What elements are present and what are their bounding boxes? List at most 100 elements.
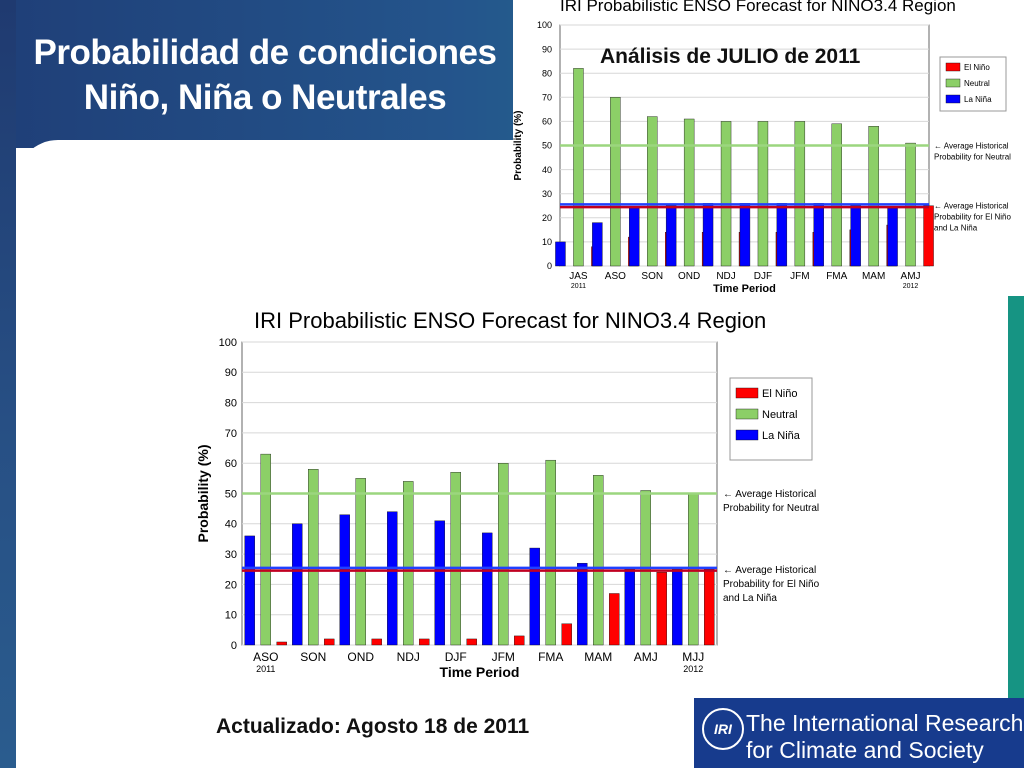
july-forecast-chart-panel: IRI Probabilistic ENSO Forecast for NINO… <box>513 0 1024 296</box>
july-y-tick-label: 10 <box>542 237 552 247</box>
july-year-label: 2011 <box>571 283 586 290</box>
aug-y-tick-label: 100 <box>219 337 237 349</box>
aug-neutral-bar <box>498 462 509 646</box>
aug-y-tick-label: 20 <box>225 579 237 591</box>
july-y-tick-label: 70 <box>542 92 552 102</box>
july-neutral-bar <box>573 68 584 267</box>
aug-neutral-bar <box>688 493 699 646</box>
july-y-tick-label: 20 <box>542 213 552 223</box>
aug-enso-reference-label: Probability for El Niño <box>723 579 820 590</box>
aug-legend-swatch <box>735 429 759 441</box>
aug-y-axis-label: Probability (%) <box>195 444 211 542</box>
aug-la-nina-bar <box>624 569 635 646</box>
july-la-nina-bar <box>592 222 603 267</box>
july-la-nina-bar <box>776 203 788 267</box>
aug-neutral-bar <box>355 478 366 646</box>
july-la-nina-bar <box>665 205 677 267</box>
aug-neutral-bar <box>260 453 271 646</box>
july-neutral-bar <box>868 126 879 267</box>
july-enso-reference-label: and La Niña <box>934 224 978 233</box>
july-x-tick-label: JAS <box>569 271 588 282</box>
aug-enso-reference-label: ← Average Historical <box>723 565 816 576</box>
july-la-nina-bar <box>739 203 751 267</box>
july-forecast-chart: 0 10 20 30 40 50 60 70 80 90 100 JAS ASO SON OND NDJ DJF… <box>513 20 1011 295</box>
aug-el-nino-bar <box>324 638 335 646</box>
iri-logo-line-2: for Climate and Society <box>746 737 984 763</box>
aug-y-tick-label: 30 <box>225 549 237 561</box>
july-y-axis-label: Probability (%) <box>513 110 524 180</box>
july-legend-entry: La Niña <box>964 95 992 104</box>
aug-la-nina-bar <box>672 569 683 646</box>
aug-el-nino-bar <box>371 638 382 646</box>
aug-legend-swatch <box>735 387 759 399</box>
aug-x-tick-label: FMA <box>538 650 563 664</box>
iri-logo: IRI The International Research Institute… <box>694 698 1024 768</box>
july-neutral-bar <box>683 118 695 267</box>
aug-la-nina-bar <box>339 514 350 646</box>
aug-neutral-bar <box>450 472 461 646</box>
analysis-label: Análisis de JULIO de 2011 <box>600 45 861 68</box>
july-la-nina-bar <box>629 207 640 267</box>
july-x-tick-label: MAM <box>862 271 885 282</box>
aug-year-label: 2012 <box>683 664 703 674</box>
aug-la-nina-bar <box>577 562 588 646</box>
aug-y-tick-label: 40 <box>225 519 237 531</box>
july-enso-reference-label: ← Average Historical <box>934 202 1009 211</box>
slide-title-line-1: Probabilidad de condiciones <box>33 33 497 72</box>
july-el-nino-bar <box>923 205 934 267</box>
aug-el-nino-bar <box>704 569 715 646</box>
aug-el-nino-bar <box>609 593 620 646</box>
aug-x-tick-label: MAM <box>584 650 612 664</box>
left-frame-band <box>0 0 16 768</box>
aug-x-tick-label: SON <box>300 650 326 664</box>
july-y-tick-label: 80 <box>542 68 552 78</box>
july-neutral-bar <box>720 121 732 267</box>
july-year-label: 2012 <box>903 283 919 290</box>
july-neutral-reference-label: Probability for Neutral <box>934 152 1011 161</box>
aug-la-nina-bar <box>292 523 303 646</box>
july-y-tick-label: 0 <box>547 261 552 271</box>
july-x-tick-label: NDJ <box>716 271 735 282</box>
aug-legend-swatch <box>735 408 759 420</box>
aug-legend-entry: La Niña <box>762 430 801 442</box>
aug-x-axis-label: Time Period <box>440 664 520 680</box>
july-legend-swatch <box>945 78 961 88</box>
july-chart-title: IRI Probabilistic ENSO Forecast for NINO… <box>560 0 956 15</box>
july-y-tick-label: 100 <box>537 20 552 30</box>
aug-y-tick-label: 0 <box>231 640 237 652</box>
july-x-axis-label: Time Period <box>713 283 776 295</box>
july-la-nina-bar <box>813 203 824 267</box>
aug-el-nino-bar <box>466 638 477 646</box>
july-y-tick-label: 40 <box>542 165 552 175</box>
july-enso-reference-label: Probability for El Niño <box>934 213 1011 222</box>
aug-la-nina-bar <box>482 532 493 646</box>
aug-neutral-reference-label: Probability for Neutral <box>723 503 819 514</box>
july-la-nina-bar <box>887 207 898 267</box>
july-neutral-bar <box>647 116 658 267</box>
aug-y-tick-label: 60 <box>225 458 237 470</box>
slide-title: Probabilidad de condiciones Niño, Niña o… <box>20 30 510 120</box>
aug-la-nina-bar <box>434 520 445 646</box>
right-accent-band <box>1008 290 1024 710</box>
july-y-tick-label: 90 <box>542 44 552 54</box>
aug-y-tick-label: 80 <box>225 397 237 409</box>
july-neutral-reference-label: ← Average Historical <box>934 141 1009 150</box>
aug-y-tick-label: 10 <box>225 610 237 622</box>
aug-x-tick-label: AMJ <box>634 650 658 664</box>
aug-x-tick-label: ASO <box>253 650 278 664</box>
july-x-tick-label: JFM <box>790 271 809 282</box>
aug-el-nino-bar <box>514 635 525 646</box>
aug-el-nino-bar <box>561 623 572 646</box>
july-x-tick-label: ASO <box>605 271 626 282</box>
aug-el-nino-bar <box>276 641 287 646</box>
july-x-tick-label: SON <box>641 271 663 282</box>
aug-neutral-reference-label: ← Average Historical <box>723 489 816 500</box>
aug-x-tick-label: NDJ <box>397 650 420 664</box>
july-legend-entry: Neutral <box>964 79 990 88</box>
aug-x-tick-label: JFM <box>492 650 515 664</box>
aug-el-nino-bar <box>656 572 667 646</box>
july-y-tick-label: 60 <box>542 117 552 127</box>
july-la-nina-bar <box>702 203 714 267</box>
aug-y-tick-label: 90 <box>225 367 237 379</box>
iri-logo-line-1: The International Research Institute <box>746 710 1024 736</box>
